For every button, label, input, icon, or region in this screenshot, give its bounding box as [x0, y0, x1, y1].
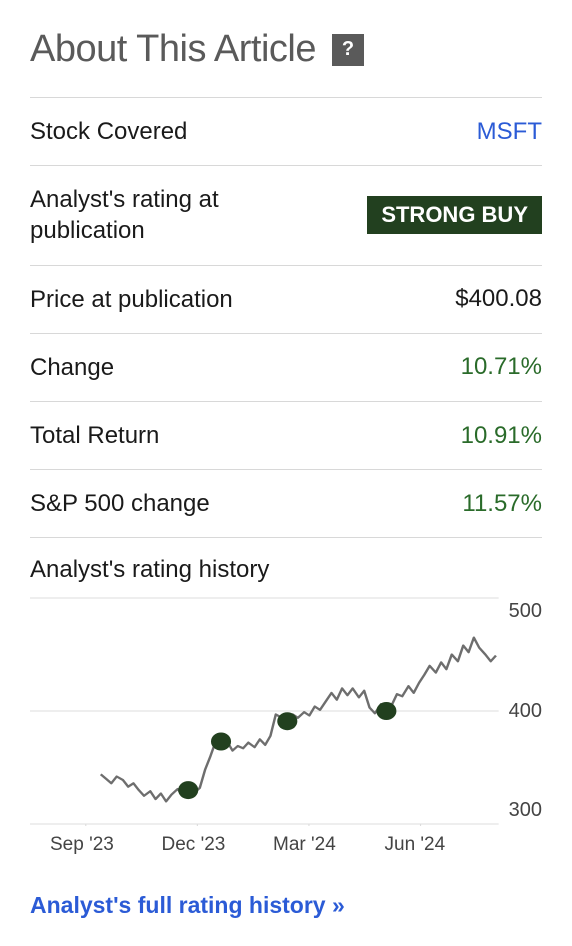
label-total-return: Total Return [30, 420, 159, 451]
page-title: About This Article [30, 28, 316, 71]
rating-history-chart<br>: 500 400 300 [30, 596, 542, 826]
help-icon[interactable]: ? [332, 34, 364, 66]
x-tick: Sep '23 [50, 834, 162, 856]
x-tick: Dec '23 [162, 834, 274, 856]
full-rating-history-link[interactable]: Analyst's full rating history » [30, 892, 345, 918]
rating-history-block: Analyst's rating history 500 400 300 Sep… [30, 537, 542, 919]
label-price: Price at publication [30, 284, 233, 315]
label-change: Change [30, 352, 114, 383]
value-price: $400.08 [455, 285, 542, 313]
y-axis-labels: 500 400 300 [509, 596, 542, 826]
label-rating-history: Analyst's rating history [30, 556, 542, 584]
ticker-link[interactable]: MSFT [477, 118, 542, 146]
row-sp500: S&P 500 change 11.57% [30, 469, 542, 538]
y-tick: 500 [509, 600, 542, 623]
y-tick: 400 [509, 700, 542, 723]
row-price: Price at publication $400.08 [30, 265, 542, 334]
line-chart [30, 596, 499, 826]
row-analyst-rating: Analyst's rating at publication STRONG B… [30, 165, 542, 265]
value-sp500: 11.57% [462, 490, 542, 518]
row-change: Change 10.71% [30, 333, 542, 402]
y-tick: 300 [509, 799, 542, 822]
label-analyst-rating: Analyst's rating at publication [30, 184, 310, 246]
x-axis-labels: Sep '23 Dec '23 Mar '24 Jun '24 [30, 834, 542, 856]
x-tick: Mar '24 [273, 834, 385, 856]
x-tick: Jun '24 [385, 834, 497, 856]
row-stock-covered: Stock Covered MSFT [30, 97, 542, 166]
rating-badge: STRONG BUY [367, 196, 542, 234]
label-sp500: S&P 500 change [30, 488, 210, 519]
label-stock-covered: Stock Covered [30, 116, 187, 147]
value-change: 10.71% [461, 353, 542, 381]
row-total-return: Total Return 10.91% [30, 401, 542, 470]
value-total-return: 10.91% [461, 422, 542, 450]
